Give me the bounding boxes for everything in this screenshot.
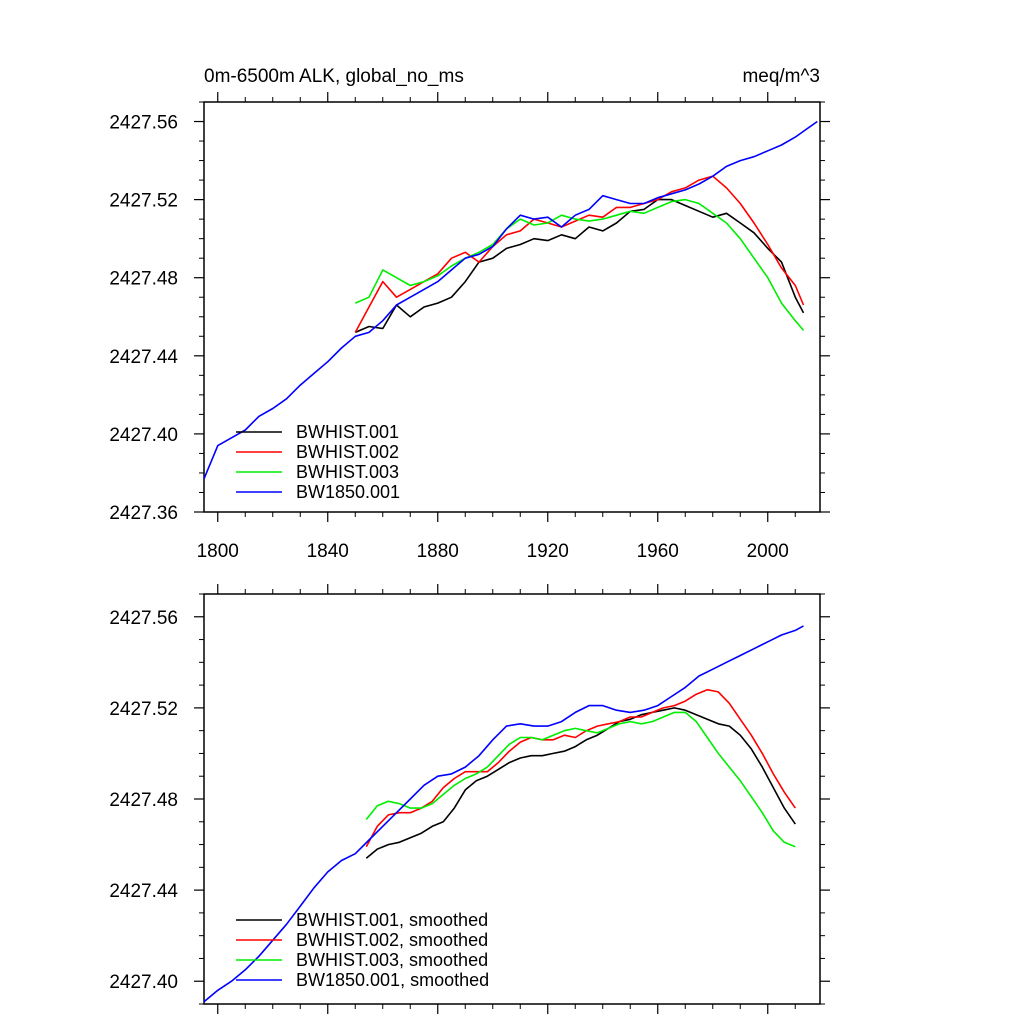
panel-top: 0m-6500m ALK, global_no_ms meq/m^3 2427.… [109, 66, 830, 562]
y-tick-label: 2427.52 [109, 699, 178, 720]
y-tick-label: 2427.56 [109, 608, 178, 629]
y-tick-label: 2427.48 [109, 269, 178, 290]
legend-label: BWHIST.002, smoothed [296, 930, 488, 950]
y-tick-label: 2427.48 [109, 790, 178, 811]
x-tick-label: 1920 [527, 541, 569, 562]
legend-label: BW1850.001 [296, 482, 400, 502]
legend-label: BWHIST.003, smoothed [296, 950, 488, 970]
series-line [203, 120, 818, 480]
x-tick-label: 1840 [307, 541, 349, 562]
y-tick-label: 2427.36 [109, 503, 178, 524]
y-tick-label: 2427.40 [109, 972, 178, 993]
series-line [354, 198, 805, 334]
panel-bottom: 2427.40 2427.44 2427.48 2427.52 2427.56 BWHI… [109, 584, 830, 1014]
data-lines [203, 625, 804, 1003]
series-line [354, 175, 805, 333]
x-tick-labels: 1800 1840 1880 1920 1960 2000 [197, 541, 789, 562]
chart-title-left: 0m-6500m ALK, global_no_ms [204, 66, 464, 87]
x-tick-label: 1960 [637, 541, 679, 562]
series-line [365, 707, 796, 859]
series-line [203, 625, 804, 1003]
y-tick-labels: 2427.40 2427.44 2427.48 2427.52 2427.56 [109, 608, 178, 993]
axis-ticks [194, 584, 830, 1014]
data-lines [203, 120, 818, 480]
y-tick-labels: 2427.36 2427.40 2427.44 2427.48 2427.52 2427.… [109, 113, 178, 524]
chart-title-right: meq/m^3 [742, 66, 820, 87]
x-tick-label: 2000 [747, 541, 789, 562]
plot-frame [203, 101, 821, 513]
series-line [354, 198, 805, 331]
legend-label: BWHIST.002 [296, 442, 399, 462]
legend-label: BWHIST.001 [296, 422, 399, 442]
y-tick-label: 2427.56 [109, 113, 178, 134]
x-tick-label: 1800 [197, 541, 239, 562]
x-tick-label: 1880 [417, 541, 459, 562]
series-line [365, 688, 796, 848]
series-line [365, 711, 796, 848]
legend-label: BWHIST.003 [296, 462, 399, 482]
y-tick-label: 2427.44 [109, 347, 178, 368]
y-tick-label: 2427.40 [109, 425, 178, 446]
legend-label: BWHIST.001, smoothed [296, 910, 488, 930]
legend-label: BW1850.001, smoothed [296, 970, 489, 990]
y-tick-label: 2427.44 [109, 881, 178, 902]
y-tick-label: 2427.52 [109, 191, 178, 212]
axis-ticks [194, 92, 830, 522]
